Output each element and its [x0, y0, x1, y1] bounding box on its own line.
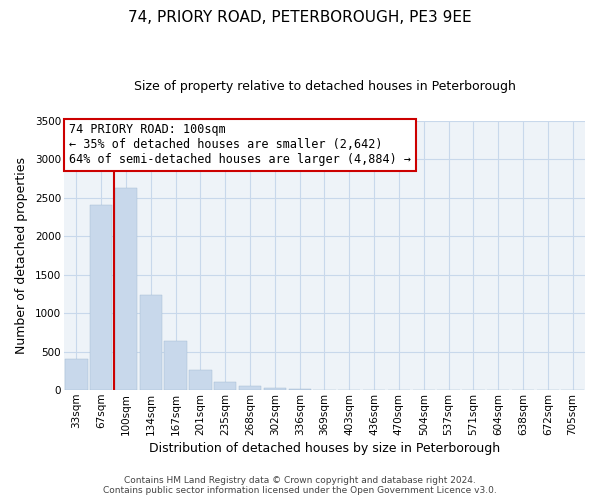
Bar	[239, 386, 261, 390]
Bar	[263, 388, 286, 390]
Bar	[65, 360, 88, 390]
Bar	[90, 206, 112, 390]
Bar	[214, 382, 236, 390]
Bar	[289, 388, 311, 390]
Text: 74, PRIORY ROAD, PETERBOROUGH, PE3 9EE: 74, PRIORY ROAD, PETERBOROUGH, PE3 9EE	[128, 10, 472, 25]
Y-axis label: Number of detached properties: Number of detached properties	[15, 157, 28, 354]
Bar	[115, 188, 137, 390]
Title: Size of property relative to detached houses in Peterborough: Size of property relative to detached ho…	[134, 80, 515, 93]
Text: Contains HM Land Registry data © Crown copyright and database right 2024.
Contai: Contains HM Land Registry data © Crown c…	[103, 476, 497, 495]
Bar	[140, 294, 162, 390]
Text: 74 PRIORY ROAD: 100sqm
← 35% of detached houses are smaller (2,642)
64% of semi-: 74 PRIORY ROAD: 100sqm ← 35% of detached…	[69, 124, 411, 166]
Bar	[164, 341, 187, 390]
X-axis label: Distribution of detached houses by size in Peterborough: Distribution of detached houses by size …	[149, 442, 500, 455]
Bar	[189, 370, 212, 390]
